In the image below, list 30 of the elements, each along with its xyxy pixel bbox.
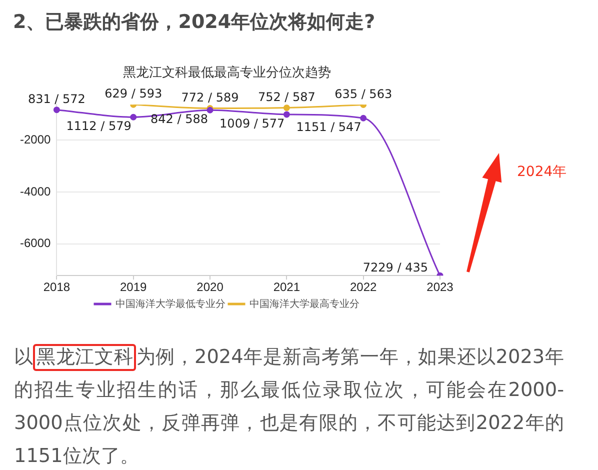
text: 以黑龙江文科为例，2024年是新高考第一年，如果还以2023年的招生专业招生的话，那么最低位录取位次，可能会在2000-3000点位次处，反弹再弹，也是有限的，不可能达到2022年的1151位次了。 — [14, 345, 564, 467]
y-tick-label: -6000 — [20, 236, 52, 250]
point — [283, 111, 290, 118]
x-tick-label: 2021 — [273, 280, 300, 294]
x-tick-label: 2023 — [426, 280, 454, 294]
x-tick-label: 2020 — [196, 280, 224, 294]
annotation: 635 / 563 — [334, 86, 392, 101]
point — [130, 114, 137, 120]
annotation: 1009 / 577 — [220, 116, 285, 131]
x-tick-label: 2019 — [120, 280, 148, 294]
point — [53, 106, 60, 114]
chart-title: 黑龙江文科最低最高专业分位次趋势 — [123, 64, 331, 80]
annotation: 831 / 572 — [28, 92, 86, 106]
annotation: 1112 / 579 — [66, 119, 132, 134]
x-tick-label: 2018 — [43, 280, 70, 294]
annotation: 1151 / 547 — [296, 120, 362, 134]
text: 2、已暴跌的省份，2024年位次将如何走? — [13, 10, 376, 35]
annotation: 842 / 588 — [150, 112, 208, 126]
y-tick-label: -4000 — [20, 184, 52, 198]
x-tick-label: 2022 — [350, 280, 378, 294]
annotation: 772 / 589 — [181, 90, 239, 104]
point — [283, 104, 290, 112]
y-tick-label: -2000 — [20, 132, 52, 146]
point — [360, 114, 367, 122]
legend-label: 中国海洋大学最高专业分 — [250, 298, 360, 310]
legend-label: 中国海洋大学最低专业分 — [116, 298, 226, 310]
annotation: 7229 / 435 — [362, 260, 428, 275]
text: 2024年 — [517, 163, 567, 181]
annotation: 629 / 593 — [104, 86, 162, 101]
annotation: 752 / 587 — [258, 90, 316, 104]
